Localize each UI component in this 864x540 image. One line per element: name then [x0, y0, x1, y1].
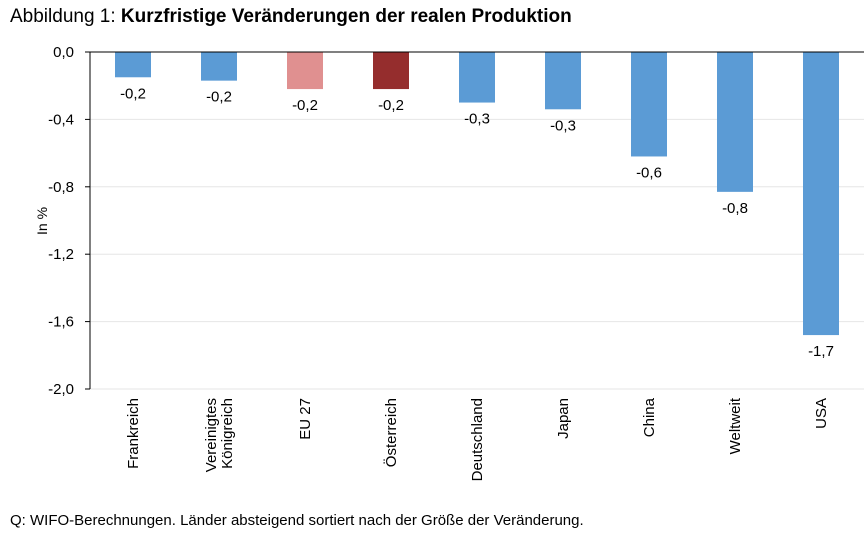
- y-tick-label: -1,6: [48, 314, 74, 331]
- y-axis-label: In %: [34, 207, 50, 235]
- category-label: Österreich: [382, 398, 400, 467]
- y-tick-label: -2,0: [48, 381, 74, 398]
- axes: [85, 51, 864, 390]
- figure-title-main: Kurzfristige Veränderungen der realen Pr…: [120, 6, 572, 27]
- category-label: Frankreich: [125, 398, 142, 469]
- category-label: Weltweit: [727, 397, 744, 454]
- figure-title: Abbildung 1: Kurzfristige Veränderungen …: [10, 6, 572, 28]
- category-label: Vereinigtes: [203, 398, 220, 472]
- bars: [115, 52, 839, 336]
- data-label: -0,2: [378, 97, 404, 114]
- bar: [545, 52, 581, 110]
- category-labels: Frankreich Vereinigtes Königreich EU 27 Öste…: [125, 397, 830, 481]
- source-note: Q: WIFO-Berechnungen. Länder absteigend …: [10, 512, 584, 529]
- category-label: China: [641, 397, 658, 437]
- y-tick-label: 0,0: [53, 44, 74, 61]
- data-label: -0,8: [722, 200, 748, 217]
- data-label: -0,3: [464, 111, 490, 128]
- bar: [717, 52, 753, 192]
- category-label: USA: [813, 398, 830, 429]
- bar: [373, 52, 409, 90]
- bar: [459, 52, 495, 103]
- data-label: -0,6: [636, 164, 662, 181]
- category-label: Deutschland: [469, 398, 486, 481]
- y-tick-label: -0,8: [48, 179, 74, 196]
- bar-chart: 0,0-0,4-0,8-1,2-1,6-2,0 -0,2 -0,2 -0,2 -0,2…: [34, 44, 864, 481]
- y-tick-labels: 0,0 -0,4 -0,8 -1,2 -1,6 -2,0: [48, 44, 74, 398]
- category-label: Königreich: [219, 398, 236, 469]
- category-label: EU 27: [297, 398, 314, 440]
- y-tick-label: -0,4: [48, 111, 74, 128]
- bar: [803, 52, 839, 336]
- data-labels: -0,2 -0,2 -0,2 -0,2 -0,3 -0,3 -0,6 -0,8 -1,7: [120, 85, 834, 360]
- bar: [287, 52, 323, 90]
- category-label: Japan: [555, 398, 572, 439]
- y-tick-label: -1,2: [48, 246, 74, 263]
- data-label: -0,3: [550, 117, 576, 134]
- bar: [631, 52, 667, 157]
- data-label: -0,2: [292, 97, 318, 114]
- data-label: -1,7: [808, 343, 834, 360]
- data-label: -0,2: [120, 85, 146, 102]
- figure-title-prefix: Abbildung 1:: [10, 6, 121, 27]
- bar: [201, 52, 237, 81]
- data-label: -0,2: [206, 89, 232, 106]
- bar: [115, 52, 151, 78]
